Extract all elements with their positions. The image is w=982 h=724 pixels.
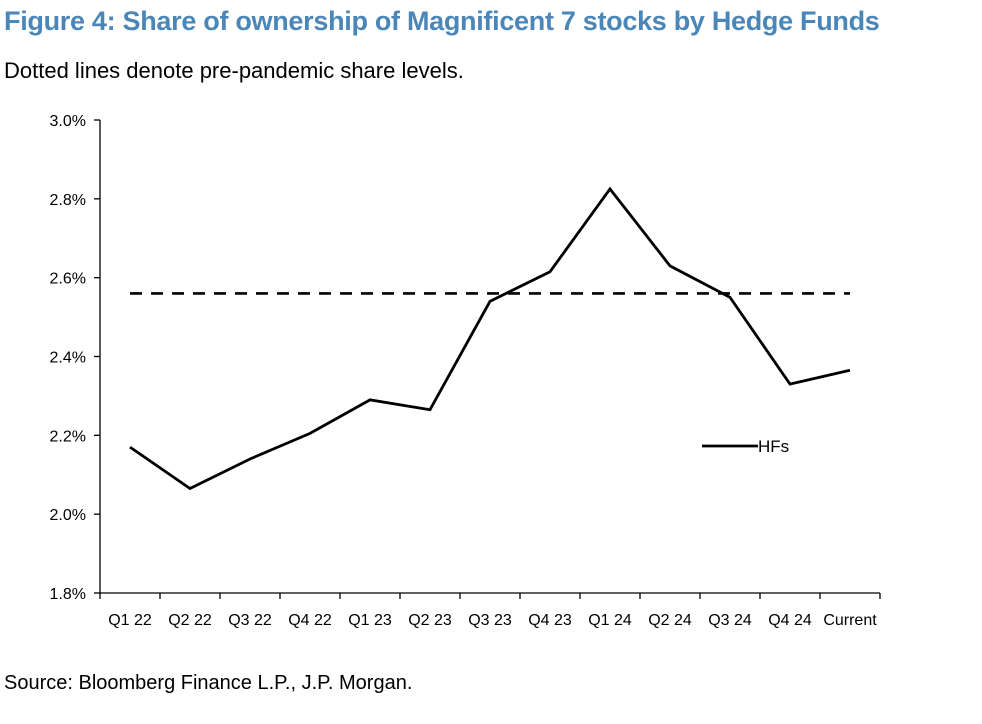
x-tick-label: Q2 24 (648, 612, 692, 629)
y-tick-label: 2.0% (50, 507, 86, 524)
y-tick-label: 3.0% (50, 113, 86, 130)
y-tick-label: 1.8% (50, 586, 86, 603)
x-tick-label: Q4 24 (768, 612, 812, 629)
x-tick-label: Q2 22 (168, 612, 212, 629)
x-tick-label: Q3 22 (228, 612, 272, 629)
y-tick-label: 2.6% (50, 271, 86, 288)
x-tick-label: Q3 23 (468, 612, 512, 629)
x-tick-label: Q1 22 (108, 612, 152, 629)
x-tick-label: Q3 24 (708, 612, 752, 629)
x-tick-label: Q2 23 (408, 612, 452, 629)
chart-axes (99, 120, 880, 594)
source-note: Source: Bloomberg Finance L.P., J.P. Mor… (4, 672, 413, 694)
chart-subtitle: Dotted lines denote pre-pandemic share l… (4, 58, 464, 83)
x-tick-label: Q4 22 (288, 612, 332, 629)
legend-label: HFs (758, 437, 789, 456)
y-tick-label: 2.4% (50, 350, 86, 367)
x-tick-label: Q1 23 (348, 612, 392, 629)
y-tick-label: 2.8% (50, 192, 86, 209)
chart-series (129, 186, 851, 491)
x-tick-label: Q4 23 (528, 612, 572, 629)
x-tick-label: Current (823, 612, 877, 629)
chart-ticks: 1.8% 2.0% 2.2% 2.4% 2.6% 2.8% 3.0% Q1 22 Q2 22 Q3… (50, 113, 881, 629)
y-tick-label: 2.2% (50, 428, 86, 445)
x-tick-label: Q1 24 (588, 612, 632, 629)
series-line-hfs (129, 186, 851, 491)
chart-legend: HFs (702, 437, 789, 456)
chart-title: Figure 4: Share of ownership of Magnific… (4, 6, 880, 36)
